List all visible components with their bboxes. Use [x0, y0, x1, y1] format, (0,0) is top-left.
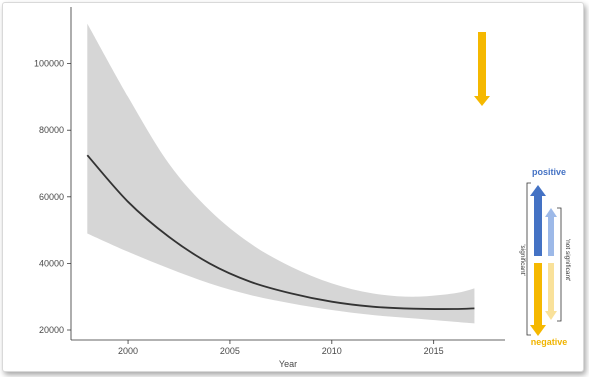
not-significant-negative-arrow-icon	[545, 263, 557, 320]
not-significant-bracket	[557, 207, 562, 322]
trend-arrow-down-icon	[474, 32, 490, 106]
y-tick-label: 20000	[39, 325, 64, 335]
significant-bracket	[526, 182, 531, 336]
confidence-band	[87, 23, 475, 324]
x-tick-label: 2010	[322, 346, 342, 356]
chart-frame: 20000 40000 60000 80000 100000 2000 2005 2010 20…	[2, 2, 584, 372]
x-axis-label: Year	[279, 359, 297, 369]
significant-negative-arrow-icon	[530, 263, 546, 336]
trend-chart: 20000 40000 60000 80000 100000 2000 2005 2010 20…	[34, 7, 571, 369]
y-tick-label: 100000	[34, 59, 64, 69]
not-significant-positive-arrow-icon	[545, 208, 557, 256]
significant-positive-arrow-icon	[530, 185, 546, 256]
y-tick-label: 60000	[39, 192, 64, 202]
legend-positive-label: positive	[532, 167, 566, 177]
x-tick-label: 2015	[424, 346, 444, 356]
legend-significant-label: 'significant'	[519, 244, 526, 275]
legend-negative-label: negative	[531, 337, 568, 347]
significance-legend: positive 'significant' 'not signific	[519, 167, 571, 347]
y-tick-label: 40000	[39, 258, 64, 268]
legend-not-significant-label: 'not significant'	[564, 239, 571, 281]
x-tick-label: 2005	[220, 346, 240, 356]
y-tick-label: 80000	[39, 125, 64, 135]
trend-line	[86, 154, 475, 310]
x-tick-label: 2000	[118, 346, 138, 356]
